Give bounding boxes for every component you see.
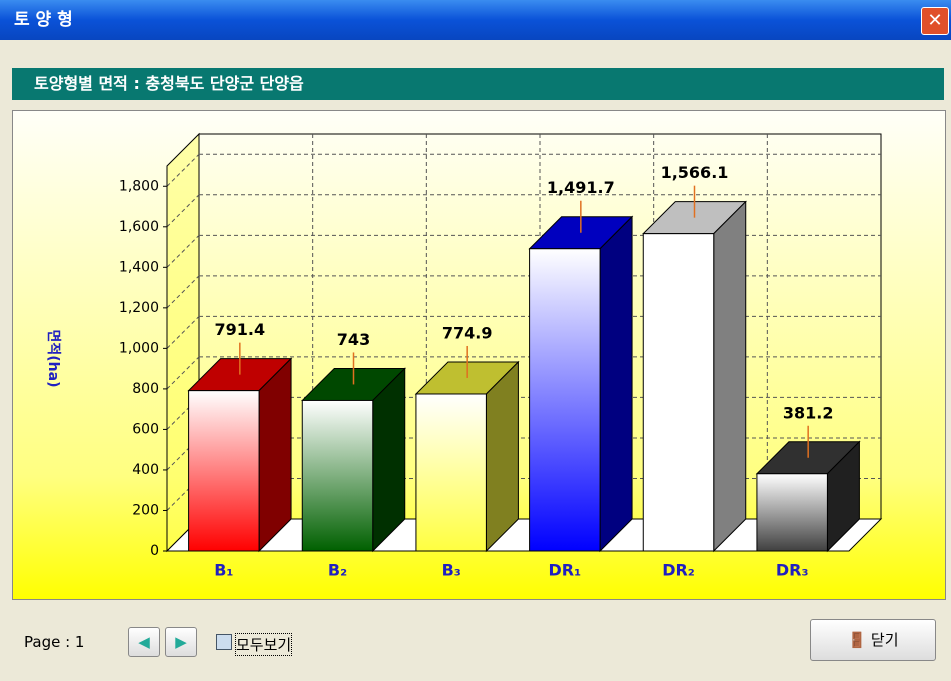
bar-side <box>258 357 292 553</box>
page-label: Page : 1 <box>24 633 85 651</box>
close-button[interactable]: 🚪 닫기 <box>810 619 936 661</box>
value-label: 1,566.1 <box>661 163 729 182</box>
chart-panel: 0 200 400 600 800 1,000 1,200 1,400 1,600 1,800 면적… <box>12 110 946 600</box>
footer: Page : 1 ◀ ▶ 모두보기 🚪 닫기 <box>0 605 951 681</box>
bar <box>528 215 634 553</box>
y-tick-label: 1,600 <box>119 219 159 235</box>
bar-front <box>756 473 828 552</box>
y-tick-label: 600 <box>132 421 159 437</box>
bar <box>187 357 293 553</box>
y-tick-label: 1,200 <box>119 300 159 316</box>
bar-side <box>485 360 519 553</box>
window-title: 토 양 형 <box>14 10 73 30</box>
chart: 0 200 400 600 800 1,000 1,200 1,400 1,600 1,800 면적… <box>45 132 883 580</box>
y-tick-label: 1,000 <box>119 340 159 356</box>
checkbox-label[interactable]: 모두보기 <box>235 633 293 656</box>
value-label: 743 <box>337 330 370 349</box>
title-bar: 토 양 형 ✕ <box>0 0 951 40</box>
x-tick-label: B₁ <box>214 561 233 580</box>
checkbox[interactable] <box>216 634 232 650</box>
x-tick-label: B₂ <box>328 561 347 580</box>
header: 토양형별 면적 : 충청북도 단양군 단양읍 <box>12 68 944 100</box>
grid-line <box>166 234 200 268</box>
y-tick-label: 0 <box>150 543 159 559</box>
x-tick-label: DR₂ <box>662 561 695 580</box>
grid-line <box>166 316 200 349</box>
y-tick-label: 800 <box>132 381 159 397</box>
value-label: 381.2 <box>783 403 834 422</box>
y-tick-label: 200 <box>132 502 159 518</box>
bar-front <box>301 399 374 552</box>
x-tick-label: B₃ <box>442 561 461 580</box>
value-label: 1,491.7 <box>547 178 615 197</box>
grid-line <box>166 153 200 187</box>
value-label: 791.4 <box>215 320 266 339</box>
prev-button[interactable]: ◀ <box>128 627 160 657</box>
y-tick-label: 1,400 <box>119 259 159 275</box>
bar-front <box>415 393 487 552</box>
grid-line <box>166 356 200 390</box>
bar <box>755 440 861 553</box>
next-button[interactable]: ▶ <box>165 627 197 657</box>
bar <box>414 360 520 553</box>
bar-side <box>713 200 747 553</box>
y-tick-label: 400 <box>132 462 159 478</box>
value-label: 774.9 <box>442 323 493 342</box>
bar-front <box>529 248 601 552</box>
grid-line <box>166 275 200 309</box>
x-tick-label: DR₁ <box>549 561 582 580</box>
grid-line <box>166 194 200 228</box>
x-tick-label: DR₃ <box>776 561 809 580</box>
bar-side <box>599 215 633 553</box>
y-tick-label: 1,800 <box>119 178 159 194</box>
bar <box>301 367 406 553</box>
close-x[interactable]: ✕ <box>921 7 949 35</box>
bar-side <box>372 367 406 553</box>
bar-front <box>642 233 715 552</box>
bar-front <box>188 390 260 552</box>
y-axis-label: 면적(ha) <box>45 330 62 388</box>
close-label: 닫기 <box>870 631 899 649</box>
bar <box>642 200 747 553</box>
